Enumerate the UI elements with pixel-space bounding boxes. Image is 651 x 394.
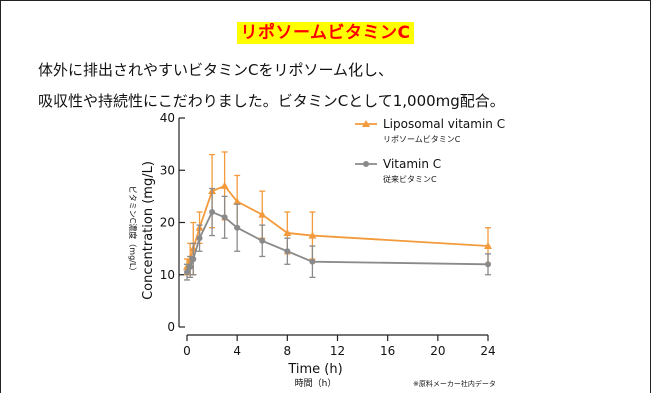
series-line [186,184,489,268]
intro-line-1: 体外に排出されやすいビタミンCをリポソーム化し、 [38,61,394,79]
data-point-circle [184,269,190,276]
y-axis-title: Concentration (mg/L) [141,161,156,300]
y-tick-label: 20 [160,216,175,230]
y-tick-label: 40 [160,111,175,125]
data-point-triangle [283,228,292,236]
x-tick-label: 16 [380,344,395,358]
title-container: リポソームビタミンC [0,22,651,44]
x-tick-label: 20 [430,344,445,358]
x-tick-label: 4 [233,344,241,358]
y-tick-label: 10 [160,268,175,282]
data-point-triangle [220,181,229,189]
footnote: ※原料メーカー社内データ [413,379,496,388]
x-axis-title-jp: 時間（h） [295,378,337,389]
legend-label-jp: リポソームビタミンC [383,135,461,144]
data-point-circle [309,258,316,265]
data-point-circle [187,263,194,270]
data-point-circle [221,214,228,221]
data-point-circle [190,256,197,263]
data-point-circle [284,248,291,255]
data-point-triangle [484,242,492,250]
x-tick-label: 24 [480,344,495,358]
data-point-circle [259,237,266,244]
data-point-circle [196,235,203,242]
y-axis-title-jp: ビタミンC濃度（mg/L） [128,186,138,276]
data-point-triangle [233,197,242,205]
x-axis-title: Time (h) [287,362,342,377]
legend-marker [363,161,369,167]
legend-label-jp: 従来ビタミンC [383,174,437,184]
x-tick-label: 12 [330,344,345,358]
legend-marker [362,120,370,127]
series-line [186,210,489,273]
intro-line-2: 吸収性や持続性にこだわりました。ビタミンCとして1,000mg配合。 [38,92,505,110]
data-point-circle [209,209,216,216]
data-point-circle [485,261,491,268]
legend-label: Liposomal vitamin C [383,117,505,131]
data-point-circle [234,224,241,231]
data-point-triangle [308,231,317,239]
x-tick-label: 8 [284,344,292,358]
data-point-triangle [258,210,267,218]
series-1 [184,187,491,281]
y-tick-label: 0 [167,320,175,334]
legend-label: Vitamin C [383,157,441,171]
x-tick-label: 0 [183,344,191,358]
y-tick-label: 30 [160,163,175,177]
page-title: リポソームビタミンC [236,22,415,44]
series-0 [183,151,492,276]
